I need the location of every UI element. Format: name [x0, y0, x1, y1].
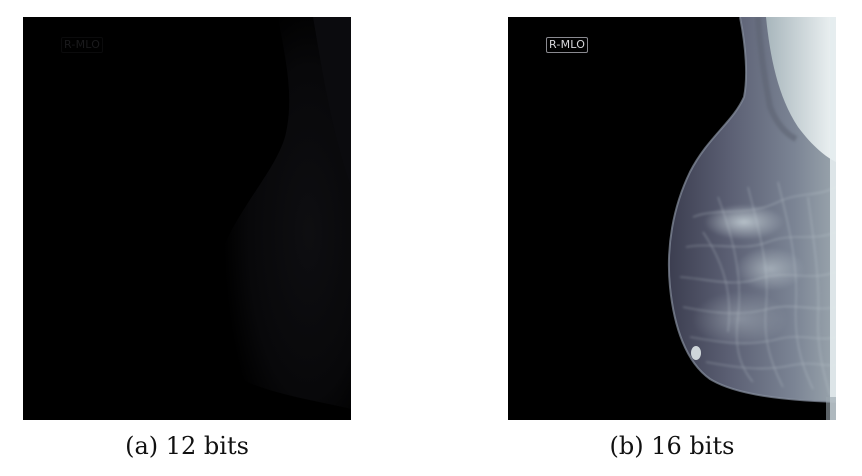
mammogram-16bit-image: R-MLO [508, 17, 836, 420]
mammogram-12bit-svg [23, 17, 351, 420]
caption-16bit: (b) 16 bits [508, 432, 836, 460]
mammogram-12bit-image: R-MLO [23, 17, 351, 420]
view-label-16bit: R-MLO [546, 37, 588, 53]
caption-12bit: (a) 12 bits [23, 432, 351, 460]
mammogram-16bit-svg [508, 17, 836, 420]
view-label-12bit: R-MLO [61, 37, 103, 53]
